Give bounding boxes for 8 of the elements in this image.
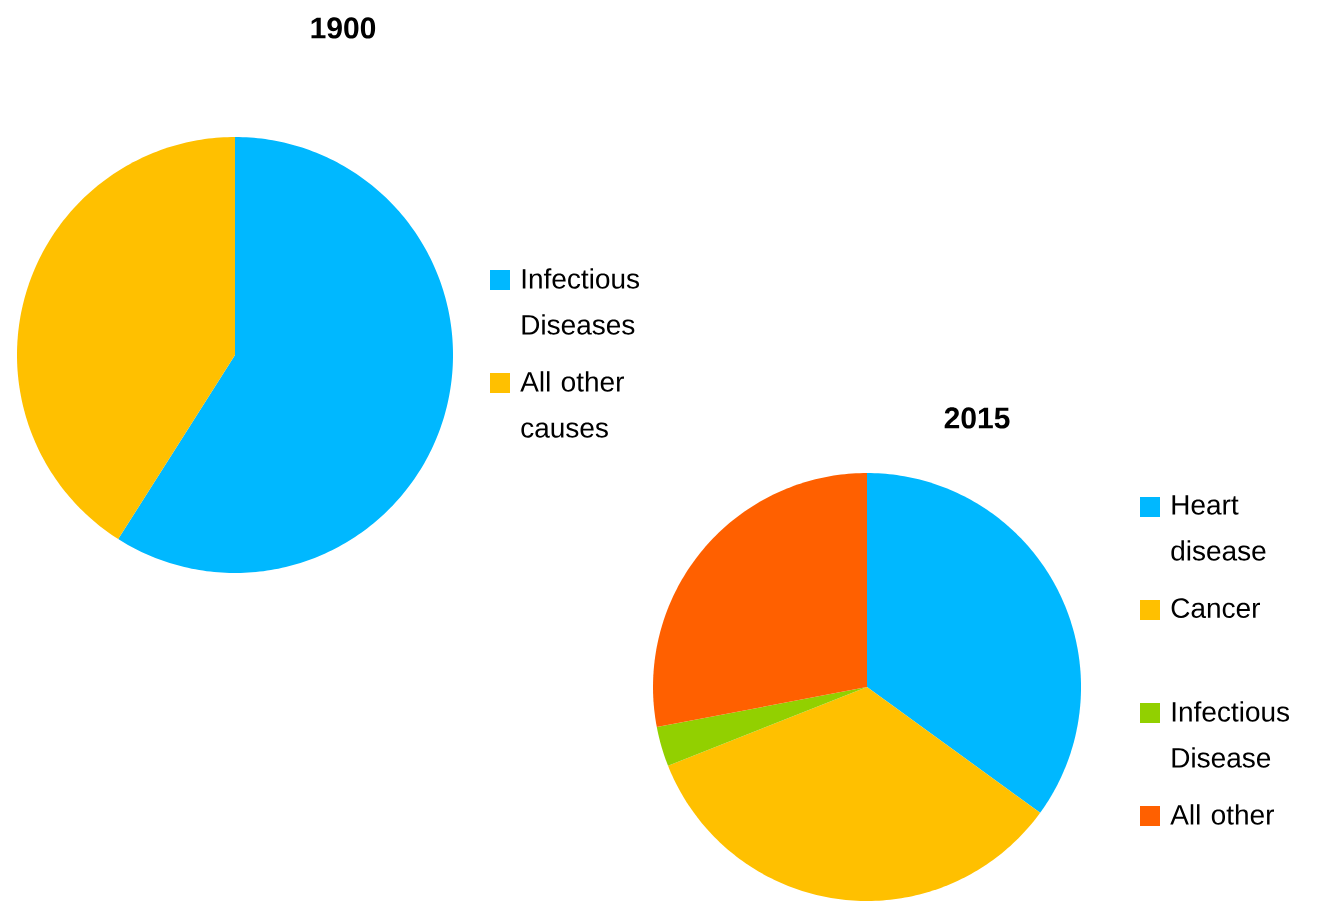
legend-label: Cancer [1171, 598, 1260, 619]
legend-label: All other [1170, 804, 1274, 825]
legend-label: All other causes [520, 371, 624, 438]
chart-title: 2015 [944, 407, 1010, 429]
chart-title: 1900 [311, 17, 376, 39]
legend-label: Infectious Disease [1172, 701, 1290, 768]
legend-label: Infectious Diseases [522, 268, 640, 335]
legend-label: Heart disease [1171, 495, 1266, 561]
